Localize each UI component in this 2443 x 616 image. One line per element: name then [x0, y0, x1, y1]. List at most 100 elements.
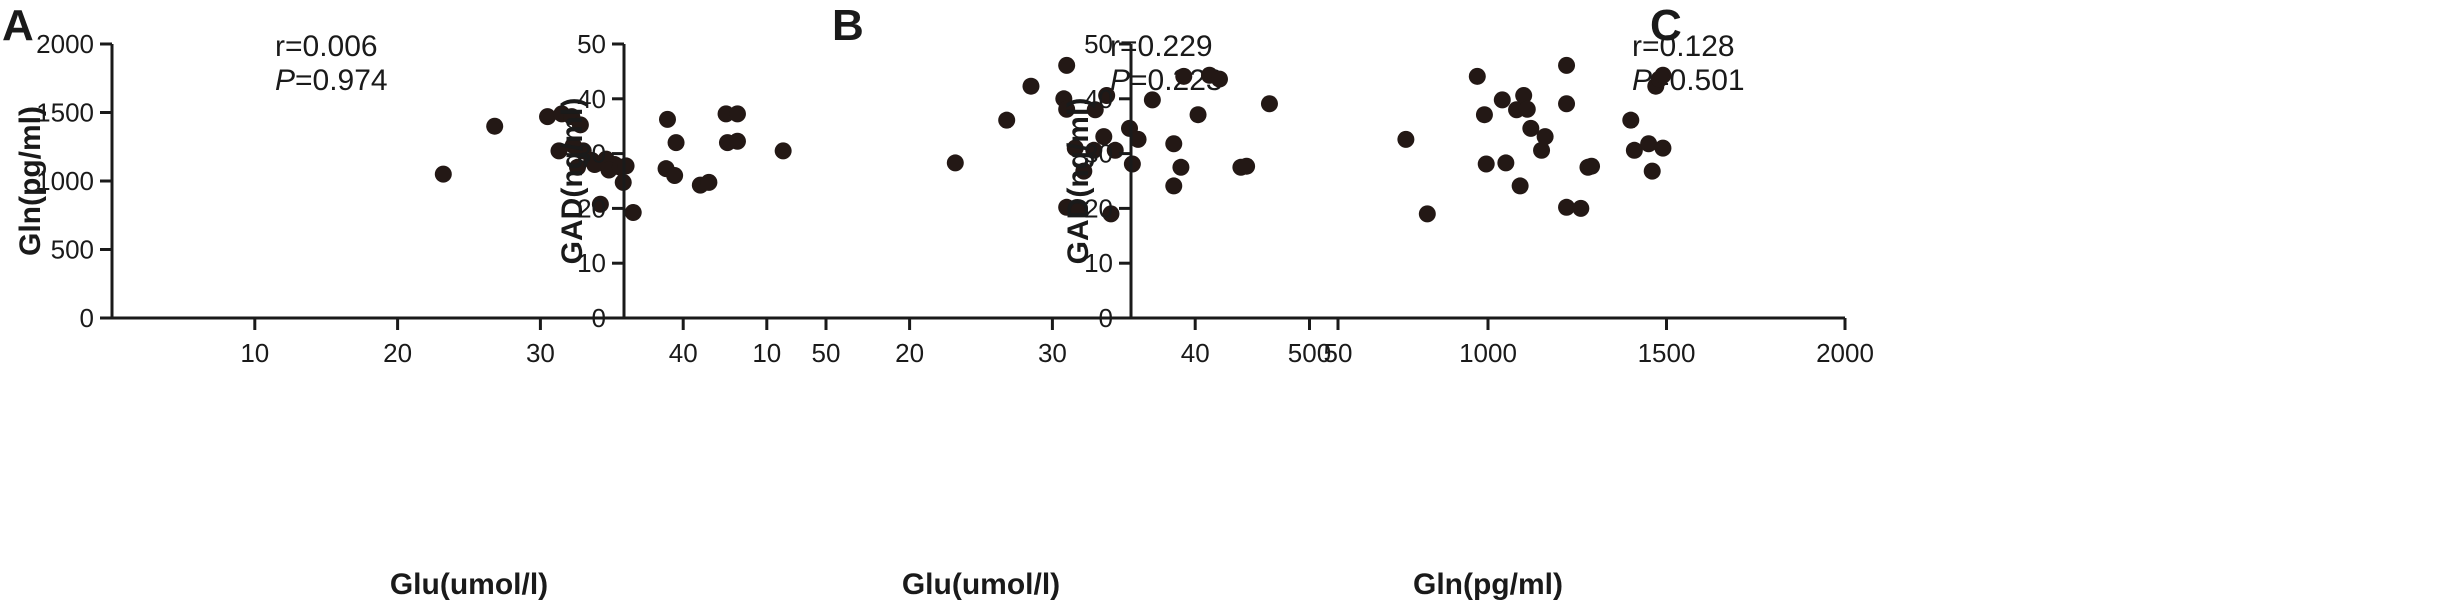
data-point — [571, 116, 589, 134]
data-point — [1397, 130, 1415, 148]
data-point — [998, 111, 1016, 129]
data-point — [1418, 205, 1436, 223]
data-point — [1095, 128, 1113, 146]
y-tick-label: 20 — [1084, 193, 1113, 223]
x-tick-label: 20 — [895, 338, 924, 368]
x-axis-title: Glu(umol/l) — [390, 568, 548, 601]
data-point — [624, 204, 642, 222]
data-point — [1518, 100, 1536, 118]
data-point — [1175, 67, 1193, 85]
p-symbol: P — [275, 64, 295, 97]
x-axis-title: Glu(umol/l) — [902, 568, 1060, 601]
p-symbol: P — [1110, 64, 1130, 97]
data-point — [486, 117, 504, 135]
data-point — [1143, 91, 1161, 109]
data-point — [1515, 87, 1533, 105]
p-value: P=0.974 — [275, 64, 388, 97]
y-tick-label: 1500 — [36, 98, 94, 128]
p-value: P=0.501 — [1632, 64, 1745, 97]
data-point — [1058, 198, 1076, 216]
y-tick-label: 500 — [51, 235, 94, 265]
data-point — [1098, 87, 1116, 105]
data-point — [774, 142, 792, 160]
data-point — [1066, 139, 1084, 157]
data-point — [666, 167, 684, 185]
p-symbol: P — [1632, 64, 1652, 97]
data-point — [1654, 139, 1672, 157]
correlation-r: r=0.229 — [1110, 30, 1213, 63]
data-point — [1475, 106, 1493, 124]
data-point — [1558, 198, 1576, 216]
data-point — [1086, 101, 1104, 119]
data-point — [1497, 154, 1515, 172]
data-point — [1643, 162, 1661, 180]
data-point — [1536, 128, 1554, 146]
correlation-r: r=0.128 — [1632, 30, 1735, 63]
x-tick-label: 40 — [1181, 338, 1210, 368]
data-point — [658, 110, 676, 128]
data-point — [434, 165, 452, 183]
data-point — [1210, 70, 1228, 88]
x-tick-label: 50 — [1324, 338, 1353, 368]
data-point — [946, 154, 964, 172]
x-tick-label: 50 — [812, 338, 841, 368]
x-tick-label: 10 — [752, 338, 781, 368]
data-point — [1058, 100, 1076, 118]
data-point — [1468, 67, 1486, 85]
x-axis-title: Gln(pg/ml) — [1413, 568, 1563, 601]
y-tick-label: 10 — [577, 248, 606, 278]
x-tick-label: 2000 — [1816, 338, 1874, 368]
x-tick-label: 30 — [1038, 338, 1067, 368]
data-point — [1511, 177, 1529, 195]
y-tick-label: 0 — [592, 303, 606, 333]
data-point — [1625, 141, 1643, 159]
data-point — [1260, 95, 1278, 113]
data-point — [728, 105, 746, 123]
data-point — [1622, 111, 1640, 129]
data-point — [1071, 199, 1089, 217]
panel-letter: A — [2, 1, 34, 50]
data-point — [1165, 177, 1183, 195]
data-point — [1189, 106, 1207, 124]
data-point — [1558, 95, 1576, 113]
data-point — [1129, 130, 1147, 148]
data-point — [667, 134, 685, 152]
x-tick-label: 40 — [669, 338, 698, 368]
data-point — [1085, 141, 1103, 159]
x-tick-label: 20 — [383, 338, 412, 368]
panel-letter: C — [1650, 1, 1682, 50]
x-tick-label: 30 — [526, 338, 555, 368]
data-point — [1572, 199, 1590, 217]
y-tick-label: 10 — [1084, 248, 1113, 278]
data-point — [700, 173, 718, 191]
x-tick-label: 10 — [240, 338, 269, 368]
data-point — [550, 142, 568, 160]
y-tick-label: 40 — [577, 84, 606, 114]
y-tick-label: 2000 — [36, 29, 94, 59]
x-tick-label: 1000 — [1459, 338, 1517, 368]
y-axis-title: Gln(pg/ml) — [14, 106, 47, 256]
y-tick-label: 0 — [80, 303, 94, 333]
data-point — [1533, 141, 1551, 159]
x-tick-label: 500 — [1288, 338, 1331, 368]
y-tick-label: 50 — [577, 29, 606, 59]
y-tick-label: 0 — [1099, 303, 1113, 333]
data-point — [1493, 91, 1511, 109]
data-point — [1583, 157, 1601, 175]
data-point — [1640, 135, 1658, 153]
data-point — [617, 157, 635, 175]
data-point — [1477, 155, 1495, 173]
data-point — [1165, 135, 1183, 153]
y-axis-title: GAD(ng/ml) — [556, 98, 589, 265]
data-point — [539, 108, 557, 126]
y-axis-title: GAD(ng/ml) — [1062, 98, 1095, 265]
panel-b: B 0 10 20 30 40 50 10 20 30 40 50 Glu(umol/l) GAD(ng/… — [556, 1, 1352, 601]
y-tick-label: 30 — [1084, 139, 1113, 169]
data-point — [1238, 157, 1256, 175]
data-point — [1522, 119, 1540, 137]
data-point — [569, 158, 587, 176]
data-point — [1022, 77, 1040, 95]
data-point — [591, 195, 609, 213]
